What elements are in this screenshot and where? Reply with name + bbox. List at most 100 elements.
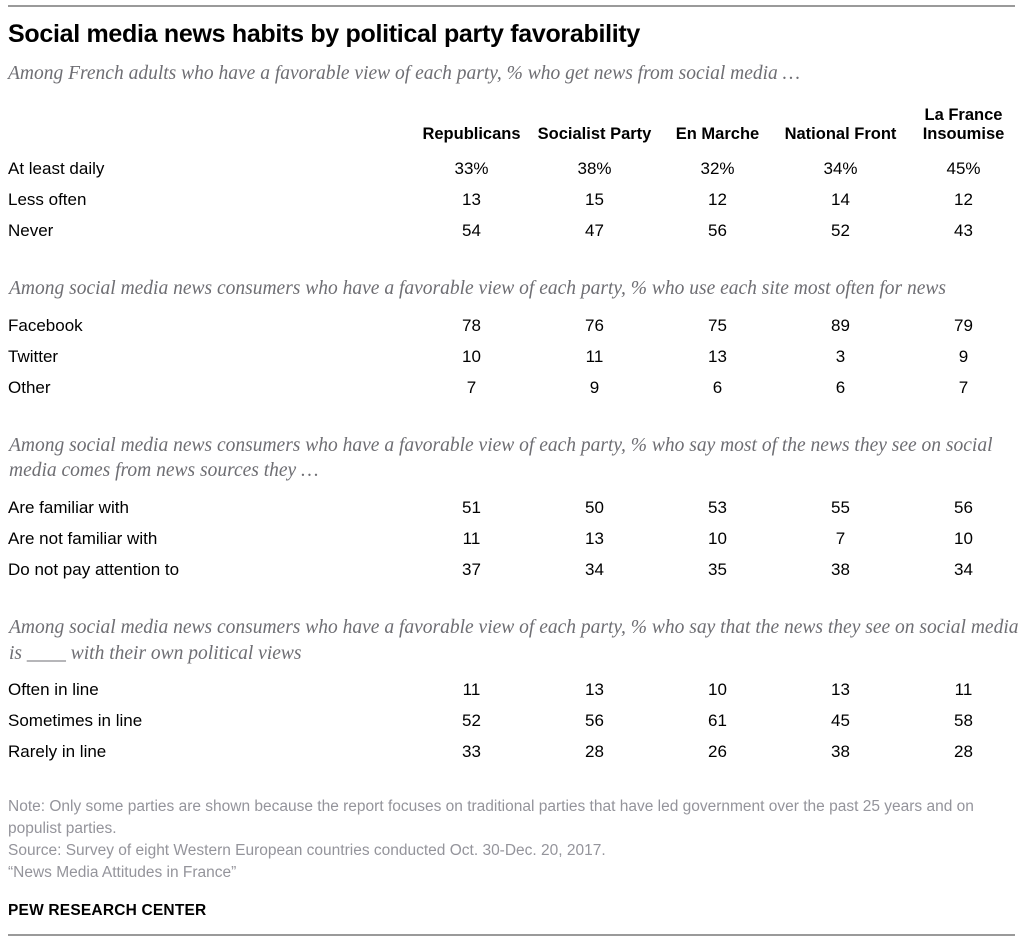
section-heading-1: Among French adults who have a favorable… [8, 62, 800, 84]
cell-value: 51 [462, 498, 481, 517]
cell-value: 50 [585, 498, 604, 517]
top-divider [8, 5, 1015, 7]
table-row: Sometimes in line 52 56 61 45 58 [8, 706, 1023, 737]
row-label: Are not familiar with [8, 528, 158, 548]
cell-value: 54 [462, 221, 481, 241]
cell-value: 10 [708, 680, 727, 700]
spacer-cell [8, 404, 1023, 432]
table-row: Do not pay attention to 37 34 35 38 34 [8, 555, 1023, 586]
table-row: Rarely in line 33 28 26 38 28 [8, 737, 1023, 768]
cell-value: 26 [708, 742, 727, 762]
note-line: Note: Only some parties are shown becaus… [8, 798, 974, 838]
table-body: Among French adults who have a favorable… [8, 61, 1019, 769]
cell-value: 79 [954, 315, 973, 335]
row-label: Other [8, 377, 51, 397]
cell-value: 28 [954, 742, 973, 762]
cell-value: 11 [462, 680, 481, 700]
table-row: Twitter 10 11 13 3 9 [8, 342, 1023, 373]
cell-value: 75 [708, 315, 727, 335]
table-row: Never 54 47 56 52 43 [8, 216, 1023, 247]
table-row: Often in line 11 13 10 13 11 [8, 675, 1023, 706]
column-header-5: La France Insoumise [922, 106, 1005, 144]
page-title: Social media news habits by political pa… [8, 20, 641, 48]
table-row: Facebook 78 76 75 89 79 [8, 311, 1023, 342]
section-spacer [8, 404, 1023, 432]
cell-value: 11 [462, 528, 481, 548]
cell-value: 52 [831, 221, 850, 241]
cell-value: 38 [831, 559, 850, 579]
cell-value: 3 [835, 346, 846, 366]
cell-value: 89 [831, 315, 850, 335]
cell-value: 34 [585, 559, 604, 579]
row-label: Rarely in line [8, 742, 107, 762]
section-heading-2: Among social media news consumers who ha… [9, 277, 946, 299]
row-label: Do not pay attention to [8, 559, 180, 579]
cell-value: 12 [954, 190, 973, 210]
section-heading-4: Among social media news consumers who ha… [9, 616, 1019, 664]
cell-value: 6 [835, 377, 846, 397]
section-spacer [8, 247, 1023, 275]
cell-value: 15 [585, 190, 604, 210]
section-heading-cell: Among social media news consumers who ha… [8, 275, 1023, 311]
cell-value: 13 [462, 190, 481, 210]
cell-value: 35 [708, 559, 727, 579]
table-row: Other 7 9 6 6 7 [8, 373, 1023, 404]
cell-value: 9 [589, 377, 600, 397]
cell-value: 61 [708, 711, 727, 731]
cell-value: 33% [454, 159, 489, 179]
row-label: Sometimes in line [8, 711, 143, 731]
column-header-3: En Marche [675, 125, 760, 144]
notes-block: Note: Only some parties are shown becaus… [8, 796, 1015, 920]
column-header-1: Republicans [422, 125, 521, 144]
cell-value: 11 [954, 680, 973, 700]
cell-value: 43 [954, 221, 973, 241]
cell-value: 12 [708, 190, 727, 210]
table-row: Are not familiar with 11 13 10 7 10 [8, 524, 1023, 555]
spacer-cell [8, 247, 1023, 275]
section-spacer [8, 586, 1023, 614]
row-label: Facebook [8, 315, 83, 335]
section-heading-row-2: Among social media news consumers who ha… [8, 275, 1023, 311]
row-label: Twitter [8, 346, 59, 366]
cell-value: 9 [958, 346, 969, 366]
section-heading-cell: Among social media news consumers who ha… [8, 614, 1023, 675]
section-heading-3: Among social media news consumers who ha… [9, 434, 993, 482]
bottom-divider [8, 934, 1015, 937]
cell-value: 45% [946, 159, 981, 179]
row-label: Are familiar with [8, 498, 129, 517]
section-heading-cell: Among social media news consumers who ha… [8, 432, 1023, 493]
cell-value: 58 [954, 711, 973, 731]
data-table: Republicans Socialist Party En Marche Natio… [8, 106, 1023, 768]
row-label: Less often [8, 190, 87, 210]
cell-value: 37 [462, 559, 481, 579]
cell-value: 38% [577, 159, 612, 179]
cell-value: 11 [585, 346, 604, 366]
cell-value: 7 [466, 377, 477, 397]
pew-research-center-brand: PEW RESEARCH CENTER [8, 902, 207, 920]
cell-value: 78 [462, 315, 481, 335]
cell-value: 45 [831, 711, 850, 731]
cell-value: 10 [954, 528, 973, 548]
table-corner [8, 106, 410, 148]
cell-value: 38 [831, 742, 850, 762]
row-label: Never [8, 221, 54, 241]
cell-value: 13 [831, 680, 850, 700]
cell-value: 28 [585, 742, 604, 762]
cell-value: 34 [954, 559, 973, 579]
section-heading-row-4: Among social media news consumers who ha… [8, 614, 1023, 675]
row-label: At least daily [8, 159, 105, 179]
cell-value: 52 [462, 711, 481, 731]
cell-value: 13 [585, 528, 604, 548]
section-heading-row-3: Among social media news consumers who ha… [8, 432, 1023, 493]
table-row: Less often 13 15 12 14 12 [8, 185, 1023, 216]
column-header-2: Socialist Party [537, 125, 652, 144]
table-row: At least daily 33% 38% 32% 34% 45% [8, 154, 1023, 185]
cell-value: 13 [585, 680, 604, 700]
cell-value: 56 [954, 498, 973, 517]
cell-value: 55 [831, 498, 850, 517]
cell-value: 10 [462, 346, 481, 366]
row-label: Often in line [8, 680, 99, 700]
cell-value: 56 [585, 711, 604, 731]
cell-value: 33 [462, 742, 481, 762]
spacer-cell [8, 586, 1023, 614]
